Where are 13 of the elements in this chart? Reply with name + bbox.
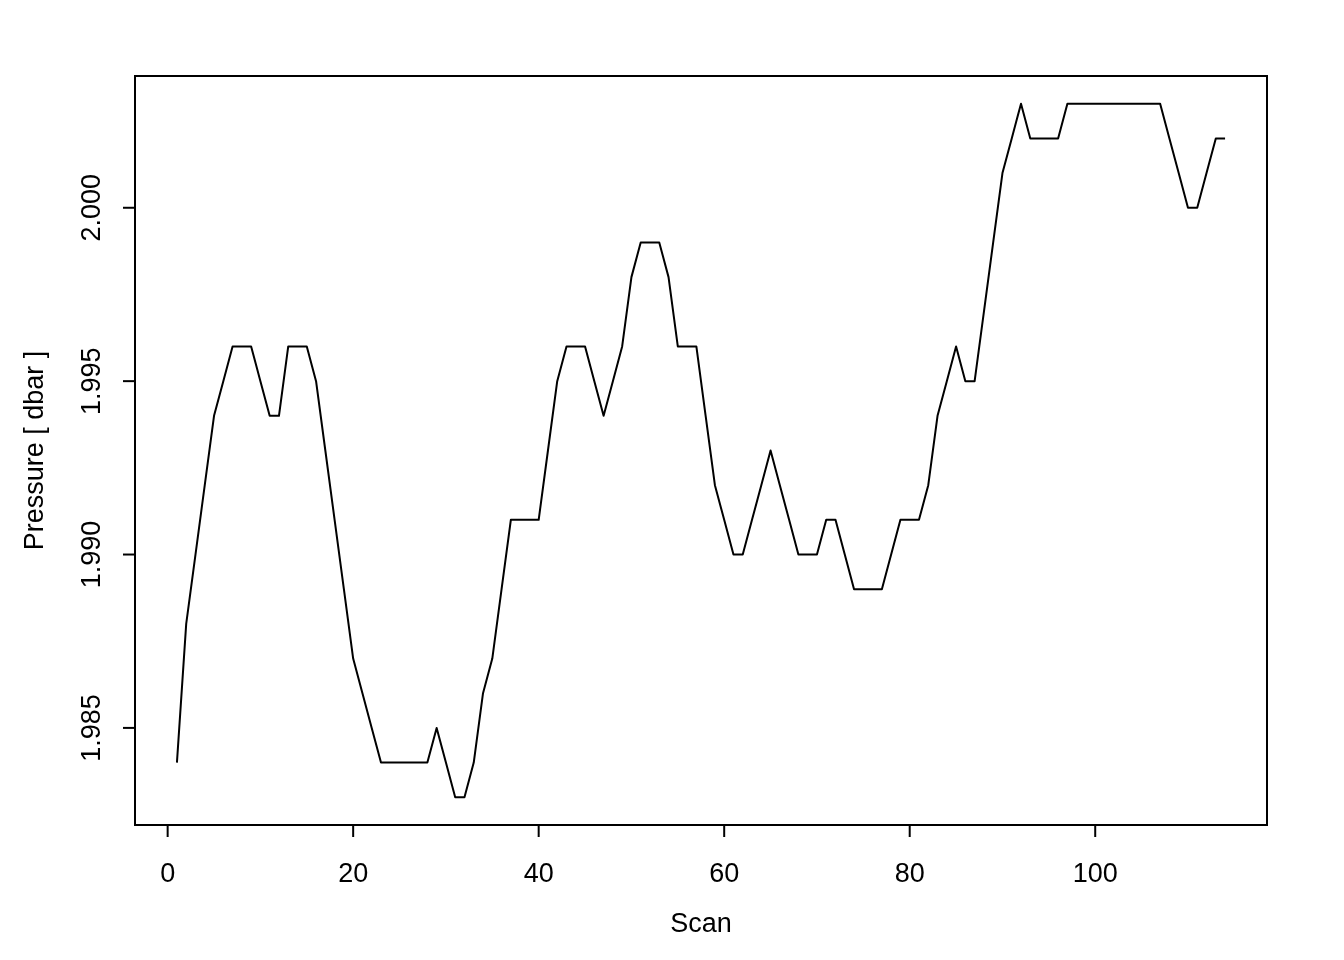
x-tick-label: 0 [160,858,176,888]
x-tick-label: 60 [709,858,740,888]
y-tick-label: 1.990 [76,520,106,589]
y-tick-label: 1.995 [76,347,106,415]
y-axis-title: Pressure [ dbar ] [19,350,49,551]
x-tick-label: 80 [894,858,925,888]
x-tick-label: 40 [523,858,554,888]
line-series [175,102,1227,799]
x-tick-label: 20 [338,858,369,888]
x-tick-label: 100 [1072,858,1118,888]
x-axis-title: Scan [670,908,732,938]
y-tick-label: 1.985 [76,694,106,762]
y-tick-label: 2.000 [76,173,106,242]
